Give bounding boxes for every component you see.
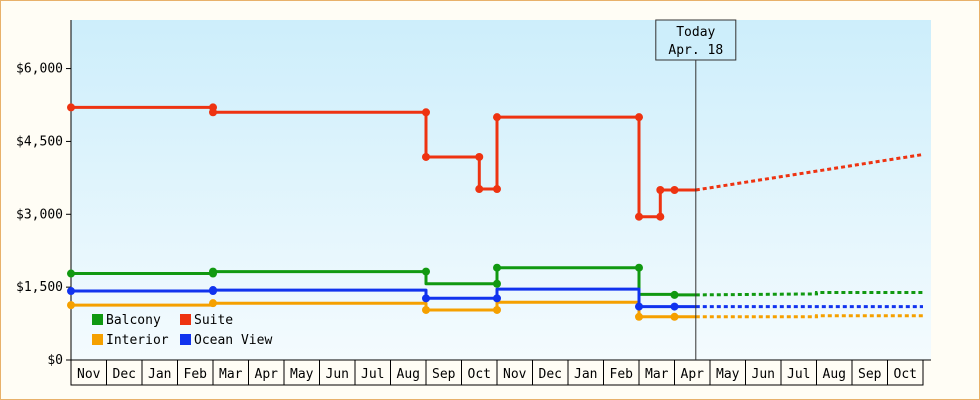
today-box	[655, 19, 737, 61]
balcony-point	[493, 279, 501, 288]
x-tick-label: Jun	[752, 367, 775, 382]
suite-point	[656, 212, 665, 221]
x-tick-label: Jan	[148, 367, 171, 382]
x-tick-label: Apr	[255, 367, 279, 382]
balcony-point	[635, 263, 643, 272]
x-tick-label: Jan	[574, 367, 597, 382]
y-tick-label: $1,500	[16, 280, 63, 295]
y-tick-label: $4,500	[16, 134, 63, 149]
x-month-cell	[887, 359, 924, 386]
x-tick-label: Oct	[894, 367, 917, 382]
x-tick-label: May	[290, 367, 314, 382]
suite-point	[635, 212, 643, 221]
x-tick-label: Sep	[858, 367, 882, 382]
ocean-view-legend-label: Ocean View	[194, 333, 272, 348]
balcony-point	[670, 290, 679, 299]
today-label: Today	[676, 25, 715, 40]
plot-background	[71, 20, 931, 360]
x-tick-label: Mar	[219, 367, 243, 382]
x-tick-label: Feb	[610, 367, 634, 382]
suite-point	[475, 185, 484, 194]
suite-forecast-line	[695, 153, 924, 192]
balcony-point	[209, 267, 217, 276]
suite-point	[493, 185, 501, 194]
x-tick-label: Jul	[787, 367, 810, 382]
x-tick-label: Oct	[468, 367, 491, 382]
ocean-view-point	[670, 302, 679, 311]
suite-point	[209, 108, 217, 117]
suite-legend-label: Suite	[194, 313, 233, 328]
x-tick-label: Feb	[184, 367, 208, 382]
x-tick-label: Aug	[823, 367, 846, 382]
suite-point	[635, 113, 643, 122]
suite-point	[475, 152, 484, 161]
x-tick-label: Jul	[361, 367, 384, 382]
x-tick-label: Nov	[77, 367, 101, 382]
balcony-legend-swatch	[92, 314, 103, 325]
x-tick-label: Nov	[503, 367, 527, 382]
suite-point	[67, 103, 75, 112]
today-date: Apr. 18	[668, 43, 723, 58]
x-tick-label: Jun	[326, 367, 349, 382]
ocean-view-point	[422, 294, 430, 303]
interior-point	[493, 305, 501, 314]
ocean-view-point	[209, 286, 217, 295]
suite-point	[422, 108, 430, 117]
balcony-legend-label: Balcony	[106, 313, 161, 328]
interior-legend-swatch	[92, 334, 103, 345]
suite-legend-swatch	[180, 314, 191, 325]
y-tick-label: $3,000	[16, 207, 63, 222]
x-tick-label: Apr	[681, 367, 705, 382]
ocean-view-point	[635, 302, 643, 311]
balcony-point	[422, 267, 430, 276]
balcony-point	[493, 263, 501, 272]
interior-legend-label: Interior	[106, 333, 169, 348]
interior-point	[422, 305, 430, 314]
balcony-forecast-line	[695, 291, 923, 297]
suite-point	[670, 186, 679, 194]
interior-point	[635, 312, 643, 321]
x-tick-label: Aug	[397, 367, 420, 382]
interior-forecast-line	[695, 314, 923, 319]
x-tick-label: Mar	[645, 367, 669, 382]
balcony-point	[67, 269, 75, 278]
interior-point	[670, 312, 679, 321]
ocean-view-point	[67, 287, 75, 296]
suite-point	[422, 152, 430, 161]
x-tick-label: Dec	[113, 367, 136, 382]
x-tick-label: Sep	[432, 367, 456, 382]
suite-point	[656, 186, 665, 194]
ocean-view-point	[493, 294, 501, 303]
ocean-view-legend-swatch	[180, 334, 191, 345]
suite-point	[493, 113, 501, 122]
interior-point	[67, 301, 75, 310]
x-tick-label: May	[716, 367, 740, 382]
x-tick-label: Dec	[539, 367, 562, 382]
y-tick-label: $6,000	[16, 62, 63, 77]
y-tick-label: $0	[47, 353, 63, 368]
interior-point	[209, 299, 217, 308]
